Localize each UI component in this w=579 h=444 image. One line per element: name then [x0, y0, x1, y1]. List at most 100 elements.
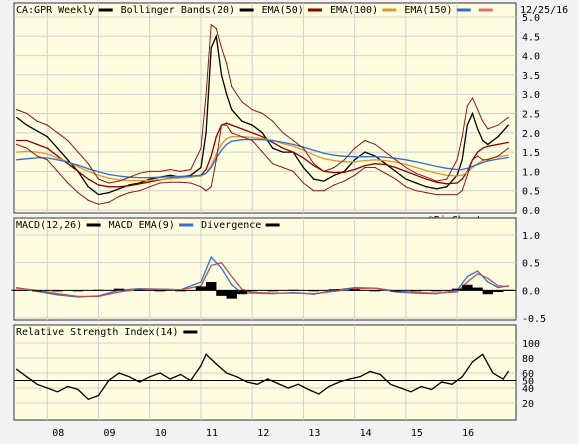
data-point: [210, 155, 212, 157]
data-point: [159, 178, 161, 181]
data-point: [282, 166, 284, 169]
data-point: [231, 124, 233, 126]
data-point: [282, 141, 284, 144]
data-point: [415, 291, 417, 294]
data-point: [425, 163, 427, 165]
data-point: [384, 163, 386, 166]
data-point: [236, 376, 238, 378]
data-point: [15, 109, 18, 111]
divergence-bar: [472, 287, 483, 291]
divergence-bar: [451, 288, 463, 291]
data-point: [241, 101, 243, 103]
data-point: [87, 178, 89, 180]
data-point: [359, 376, 361, 378]
data-point: [364, 151, 366, 153]
data-point: [87, 398, 89, 400]
data-point: [487, 145, 489, 147]
divergence-bar: [175, 290, 186, 292]
data-point: [149, 178, 151, 180]
data-point: [251, 109, 253, 111]
data-point: [395, 170, 397, 172]
data-point: [476, 109, 479, 111]
data-point: [97, 174, 100, 176]
data-point: [231, 109, 233, 111]
data-point: [497, 155, 499, 157]
data-point: [251, 132, 253, 134]
x-tick-label: 14: [360, 428, 372, 439]
data-point: [15, 143, 18, 145]
legend-label: EMA(50): [262, 5, 304, 16]
y-tick-label: 0.5: [522, 187, 540, 198]
data-point: [215, 27, 217, 30]
data-point: [333, 159, 335, 162]
x-axis: 08 09 10 11 12 13 14 15 16: [52, 428, 474, 439]
data-point: [471, 159, 474, 161]
data-point: [36, 120, 38, 122]
data-point: [215, 35, 217, 37]
data-point: [261, 139, 264, 141]
data-point: [343, 171, 345, 173]
data-point: [507, 370, 509, 373]
data-point: [179, 289, 182, 291]
data-point: [215, 136, 217, 138]
data-point: [77, 295, 79, 298]
data-point: [436, 172, 438, 174]
data-point: [138, 288, 141, 290]
y-tick-label: 1.0: [522, 231, 540, 242]
data-point: [210, 256, 212, 258]
data-point: [451, 383, 453, 385]
data-point: [471, 97, 474, 99]
data-point: [405, 166, 407, 169]
data-point: [251, 136, 253, 139]
data-point: [446, 167, 448, 169]
data-point: [282, 151, 284, 153]
data-point: [492, 372, 494, 374]
data-point: [118, 179, 120, 181]
series-line: [16, 353, 509, 401]
data-point: [405, 186, 407, 188]
data-point: [77, 164, 79, 166]
data-point: [56, 157, 59, 159]
data-point: [220, 143, 223, 145]
data-point: [67, 161, 69, 163]
data-point: [374, 163, 376, 165]
data-point: [482, 161, 484, 164]
data-point: [149, 376, 151, 378]
data-point: [210, 186, 212, 188]
divergence-bar: [52, 290, 63, 292]
data-point: [261, 136, 264, 138]
data-point: [456, 168, 458, 171]
data-point: [15, 287, 18, 289]
data-point: [67, 159, 69, 161]
data-point: [272, 292, 274, 294]
divergence-bar: [72, 290, 84, 292]
x-tick-label: 10: [155, 428, 167, 439]
data-point: [313, 165, 315, 167]
divergence-bar: [308, 290, 319, 292]
data-point: [87, 163, 89, 165]
data-point: [97, 171, 100, 173]
data-point: [333, 174, 335, 176]
data-point: [302, 157, 305, 159]
data-point: [149, 186, 151, 188]
data-point: [138, 183, 141, 185]
data-point: [26, 147, 28, 149]
plot-area: [13, 2, 517, 214]
data-point: [497, 136, 499, 138]
data-point: [128, 176, 130, 178]
data-point: [36, 143, 38, 145]
data-point: [374, 156, 376, 158]
data-point: [108, 192, 110, 194]
data-point: [328, 385, 330, 388]
data-point: [67, 182, 69, 184]
data-point: [56, 132, 59, 134]
data-point: [461, 159, 463, 161]
data-point: [190, 176, 192, 178]
data-point: [128, 376, 130, 378]
divergence-bar: [462, 284, 473, 291]
divergence-bar: [134, 289, 145, 291]
data-point: [374, 287, 376, 289]
data-point: [159, 182, 161, 184]
data-point: [118, 175, 120, 177]
